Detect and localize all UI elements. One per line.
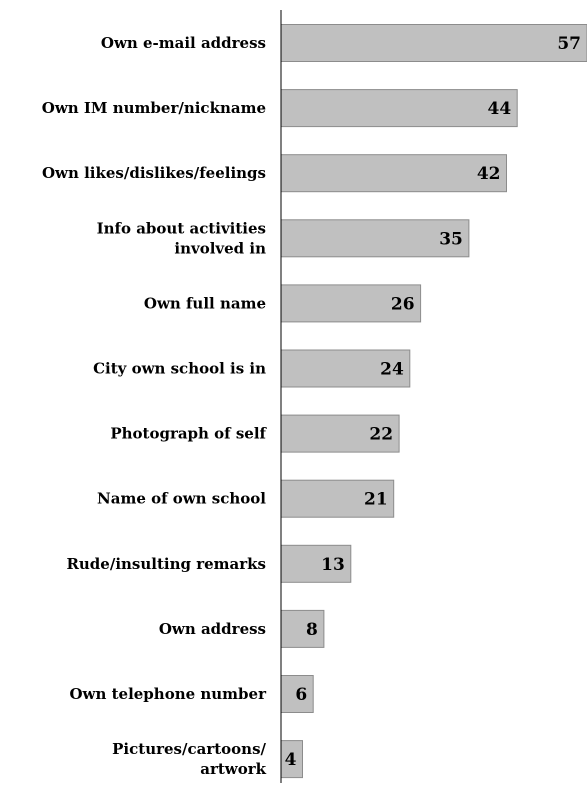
category-label: Photograph of self	[110, 425, 267, 443]
category-labels-layer: Own e-mail address Own IM number/nickname…	[42, 34, 268, 778]
bar	[280, 479, 395, 518]
category-label: Own telephone number	[69, 685, 267, 703]
category-label: Own address	[159, 620, 266, 638]
bar	[280, 349, 411, 388]
category-label: Own e-mail address	[101, 34, 266, 52]
category-label: Rude/insulting remarks	[66, 555, 266, 573]
category-label: Name of own school	[97, 490, 266, 508]
bar	[280, 89, 518, 128]
category-label: Own full name	[144, 294, 266, 312]
data-label: 42	[477, 164, 501, 184]
category-label: Own IM number/nickname	[42, 99, 266, 117]
category-label: artwork	[200, 760, 266, 778]
category-label: Pictures/cartoons/	[112, 740, 266, 758]
bar	[280, 154, 507, 193]
data-label: 22	[369, 425, 393, 445]
category-label: Own likes/dislikes/feelings	[42, 164, 266, 182]
value-labels-layer: 57 44 42 35 26 24 22 21 13 8 6 4	[285, 34, 581, 770]
bar	[280, 219, 470, 258]
data-label: 4	[285, 750, 297, 770]
bars-layer	[280, 24, 587, 779]
data-label: 26	[391, 294, 415, 314]
bar	[280, 24, 587, 62]
bar	[280, 284, 422, 323]
data-label: 44	[488, 99, 512, 119]
category-label: Info about activities	[97, 219, 266, 237]
data-label: 21	[364, 490, 388, 510]
data-label: 35	[439, 229, 463, 249]
bar	[280, 609, 325, 648]
data-label: 57	[557, 34, 581, 54]
data-label: 24	[380, 360, 404, 380]
data-label: 13	[321, 555, 345, 575]
category-label: City own school is in	[93, 360, 266, 378]
bar	[280, 414, 400, 453]
data-label: 6	[295, 685, 307, 705]
data-label: 8	[306, 620, 318, 640]
category-label: involved in	[174, 239, 266, 257]
